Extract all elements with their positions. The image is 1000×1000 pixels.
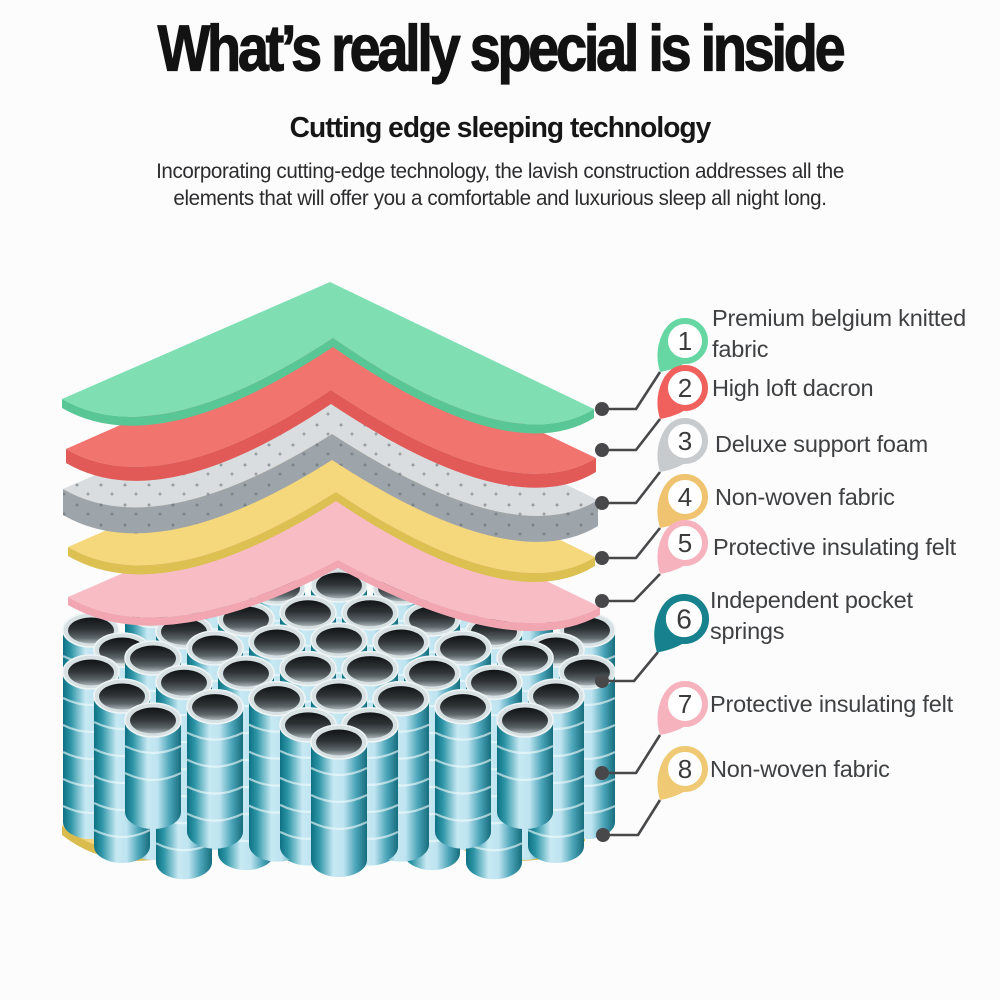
page-title: What’s really special is inside	[157, 12, 846, 86]
callout-label-8: Non-woven fabric	[710, 756, 890, 782]
page-subtitle: Cutting edge sleeping technology	[289, 112, 712, 144]
page-description: Incorporating cutting-edge technology, t…	[156, 160, 844, 210]
svg-text:5: 5	[678, 528, 692, 558]
pin-1: 1	[657, 318, 708, 372]
callout-label-3: Deluxe support foam	[715, 431, 929, 457]
callout-label-5: Protective insulating felt	[713, 534, 956, 560]
pin-6: 6	[654, 593, 710, 653]
svg-text:2: 2	[678, 373, 692, 403]
callout-label-7: Protective insulating felt	[710, 691, 953, 717]
svg-text:3: 3	[678, 426, 692, 456]
pin-3: 3	[657, 418, 708, 472]
leader-lines	[595, 371, 662, 842]
layer-4-non-woven-fabric	[68, 430, 595, 582]
layer-2-high-loft-dacron	[66, 332, 596, 488]
svg-text:4: 4	[678, 482, 692, 512]
callout-label-6: Independent pocket springs	[710, 587, 913, 644]
pin-4: 4	[657, 474, 708, 528]
svg-text:6: 6	[676, 604, 692, 635]
pin-8: 8	[657, 746, 708, 800]
callout-label-1: Premium belgium knitted fabric	[712, 305, 967, 362]
svg-text:8: 8	[678, 754, 692, 784]
layer-1-knitted-fabric	[62, 282, 594, 434]
layer-3-support-foam	[63, 372, 598, 542]
layer-5-protective-felt	[68, 480, 600, 632]
pin-5: 5	[657, 520, 708, 574]
callout-label-4: Non-woven fabric	[715, 484, 895, 510]
svg-text:7: 7	[678, 689, 692, 719]
layer-6-pocket-springs-illustration	[62, 567, 616, 880]
callout-label-2: High loft dacron	[712, 375, 874, 401]
pin-2: 2	[657, 365, 708, 419]
svg-text:1: 1	[678, 326, 692, 356]
callout-pins: 1 2 3 4 5	[654, 318, 710, 800]
pin-7: 7	[657, 681, 708, 735]
